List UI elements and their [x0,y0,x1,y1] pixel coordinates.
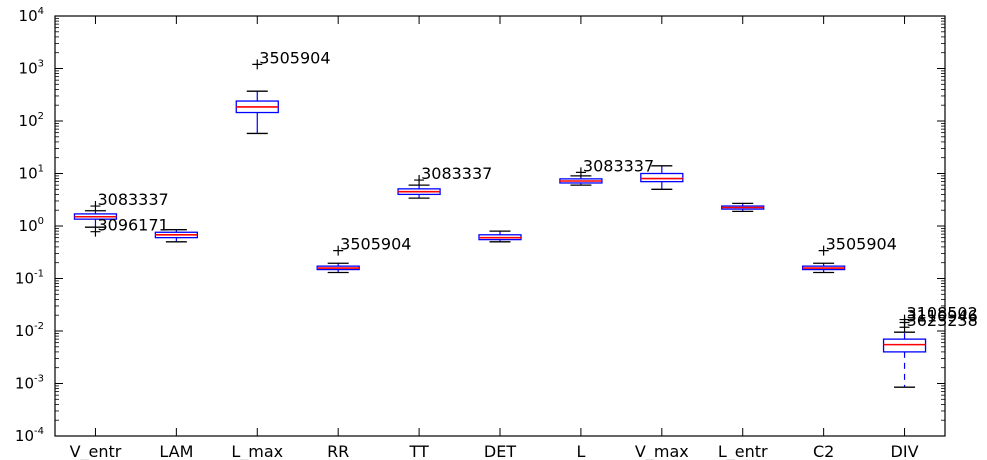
x-tick-label: DET [484,442,516,460]
box-group-RR: 3505904 [316,235,411,274]
outlier-marker [818,245,829,256]
box-group-V_entr: 3083337 3096171 [73,190,169,237]
outlier-marker [899,322,910,333]
y-tick-label: 10-4 [15,426,44,445]
x-tick-label: L_max [231,442,283,460]
y-tick-label: 10-2 [15,321,44,340]
outlier-marker [575,167,586,178]
outlier-label: 3623238 [907,311,978,330]
box-group-L_entr [721,202,765,213]
outlier-marker [333,245,344,256]
y-tick-label: 100 [19,216,44,235]
y-tick-label: 103 [19,59,44,78]
box-group-L: 3083337 [559,156,654,186]
x-tick-label: V_entr [70,442,122,460]
y-axis: 104 103 102 101 100 10-1 10-2 10-3 10-4 [15,6,945,445]
x-tick-label: C2 [813,442,834,460]
y-tick-label: 101 [19,164,44,183]
outlier-label: 3505904 [340,235,411,254]
x-tick-label: TT [408,442,428,460]
box-group-L_max: 3505904 [235,48,331,135]
y-tick-label: 10-1 [15,269,44,288]
x-tick-label: DIV [891,442,919,460]
plot-frame [54,15,946,437]
outlier-marker [414,175,425,186]
box-iqr [640,172,684,183]
outlier-label: 3083337 [421,164,492,183]
y-tick-label: 102 [19,111,44,130]
x-tick-label: RR [327,442,349,460]
y-tick-label: 104 [19,6,44,25]
box-group-V_max [640,165,684,190]
x-tick-label: LAM [159,442,193,460]
outlier-label: 3083337 [97,190,168,209]
box-group-DET [478,230,522,243]
box-group-TT: 3083337 [397,164,492,199]
outlier-label: 3096171 [97,216,168,235]
outlier-label: 3110946 [907,307,978,326]
outlier-marker [90,226,101,237]
box-group-LAM [154,229,199,243]
box-iqr [882,338,927,353]
outlier-marker [252,59,263,70]
outlier-label: 3108502 [907,304,978,323]
outlier-marker [90,201,101,212]
outlier-label: 3505904 [826,235,897,254]
outlier-label: 3505904 [259,48,330,67]
y-tick-label: 10-3 [15,374,44,393]
outlier-label: 3083337 [583,156,654,175]
x-tick-label: V_max [635,442,689,460]
x-tick-label: L_entr [718,442,768,460]
x-axis: V_entr LAM L_max RR TT DET L V_max L_entr C2 DIV [70,16,919,460]
x-tick-label: L [576,442,585,460]
box-group-C2: 3505904 [801,235,897,274]
